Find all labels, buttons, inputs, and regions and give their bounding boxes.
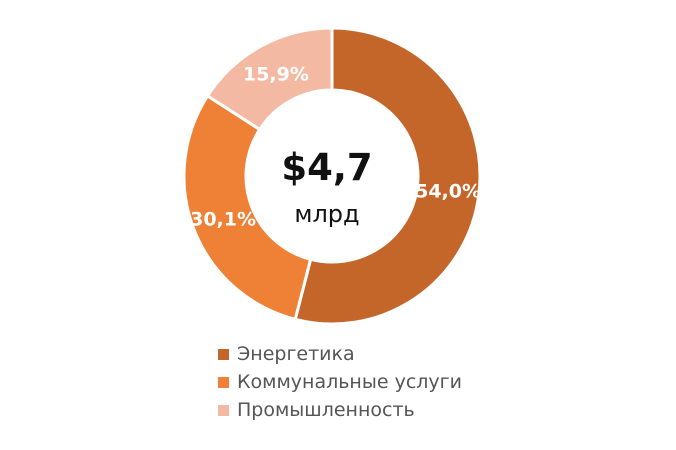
center-value: $4,7 (281, 146, 372, 189)
legend-item-energy: Энергетика (218, 340, 518, 368)
legend-label-industry: Промышленность (237, 399, 415, 421)
slice-label-industry: 15,9% (243, 63, 309, 85)
legend-swatch-energy (218, 348, 229, 360)
legend-label-energy: Энергетика (237, 343, 355, 365)
center-unit: млрд (294, 200, 359, 228)
slice-labels-group: 54,0% 30,1% 15,9% (190, 63, 481, 230)
slice-label-utilities: 30,1% (190, 209, 256, 231)
legend-swatch-utilities (218, 376, 229, 388)
legend-label-utilities: Коммунальные услуги (237, 371, 462, 393)
slice-label-energy: 54,0% (415, 181, 481, 203)
slice-industry (205, 26, 334, 132)
legend-swatch-industry (218, 404, 229, 416)
legend: Энергетика Коммунальные услуги Промышлен… (218, 340, 518, 424)
legend-item-industry: Промышленность (218, 396, 518, 424)
slice-energy (293, 26, 482, 326)
slice-utilities (182, 93, 313, 322)
slices-group (182, 26, 482, 326)
legend-item-utilities: Коммунальные услуги (218, 368, 518, 396)
